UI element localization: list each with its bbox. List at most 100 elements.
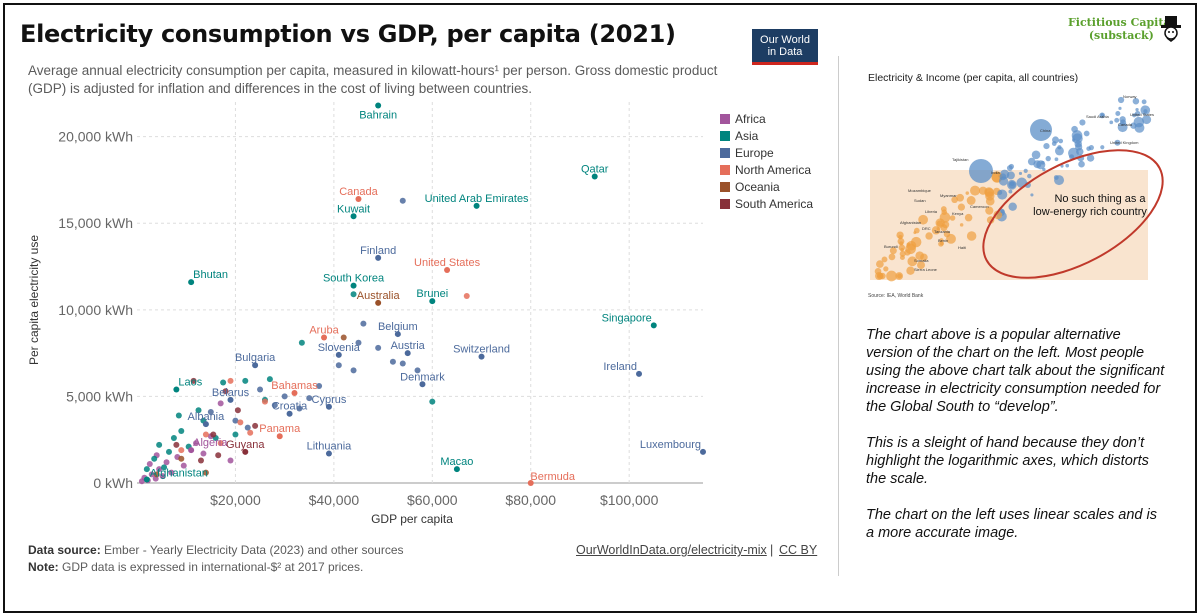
- data-point[interactable]: [350, 291, 357, 298]
- data-point-labeled[interactable]: [636, 370, 643, 377]
- data-point-labeled[interactable]: [527, 480, 534, 486]
- data-point-labeled[interactable]: [188, 447, 195, 454]
- data-point[interactable]: [271, 402, 278, 409]
- data-point-labeled[interactable]: [325, 403, 332, 410]
- legend-item[interactable]: Oceania: [720, 178, 813, 195]
- data-point[interactable]: [237, 419, 244, 426]
- legend-item[interactable]: Europe: [720, 144, 813, 161]
- data-point[interactable]: [389, 358, 396, 365]
- data-point-labeled[interactable]: [375, 102, 382, 109]
- owid-logo[interactable]: Our World in Data: [752, 29, 818, 65]
- data-point-labeled[interactable]: [394, 331, 401, 338]
- data-point[interactable]: [161, 464, 168, 471]
- data-point[interactable]: [360, 320, 367, 327]
- data-point-labeled[interactable]: [473, 202, 480, 209]
- data-point[interactable]: [197, 457, 204, 464]
- data-point-labeled[interactable]: [700, 448, 706, 455]
- data-point[interactable]: [143, 466, 150, 473]
- data-point[interactable]: [375, 344, 382, 351]
- data-point-labeled[interactable]: [419, 381, 426, 388]
- data-point-labeled[interactable]: [291, 389, 298, 396]
- data-point-labeled[interactable]: [202, 421, 209, 428]
- data-point-labeled[interactable]: [350, 282, 357, 289]
- data-point[interactable]: [257, 386, 264, 393]
- data-point[interactable]: [220, 379, 227, 386]
- data-point-labeled[interactable]: [321, 334, 328, 341]
- data-point-labeled[interactable]: [404, 350, 411, 357]
- data-point-labeled[interactable]: [453, 466, 460, 473]
- data-point[interactable]: [399, 197, 406, 204]
- data-point-labeled[interactable]: [143, 476, 150, 483]
- legend-item[interactable]: Asia: [720, 127, 813, 144]
- data-point[interactable]: [195, 407, 202, 414]
- data-point[interactable]: [281, 393, 288, 400]
- data-point-labeled[interactable]: [650, 322, 657, 329]
- data-point[interactable]: [156, 441, 163, 448]
- data-point[interactable]: [165, 448, 172, 455]
- data-point[interactable]: [175, 412, 182, 419]
- data-point-labeled[interactable]: [375, 254, 382, 261]
- data-point[interactable]: [217, 440, 224, 447]
- data-point-labeled[interactable]: [591, 173, 598, 180]
- data-point[interactable]: [178, 447, 185, 454]
- data-point[interactable]: [429, 398, 436, 405]
- data-point-labeled[interactable]: [276, 433, 283, 440]
- data-point-labeled[interactable]: [252, 362, 259, 369]
- data-point[interactable]: [173, 441, 180, 448]
- data-point[interactable]: [234, 407, 241, 414]
- data-point-labeled[interactable]: [350, 213, 357, 220]
- data-point[interactable]: [414, 367, 421, 374]
- data-point[interactable]: [463, 292, 470, 299]
- data-point-labeled[interactable]: [188, 279, 195, 286]
- data-point[interactable]: [298, 339, 305, 346]
- data-point[interactable]: [180, 462, 187, 469]
- data-point[interactable]: [163, 459, 170, 466]
- data-point[interactable]: [306, 395, 313, 402]
- data-point[interactable]: [159, 473, 166, 480]
- data-point[interactable]: [222, 388, 229, 395]
- legend-item[interactable]: Africa: [720, 110, 813, 127]
- data-point[interactable]: [252, 422, 259, 429]
- data-point[interactable]: [217, 400, 224, 407]
- data-point[interactable]: [168, 469, 175, 476]
- data-point-labeled[interactable]: [227, 396, 234, 403]
- data-point-labeled[interactable]: [286, 410, 293, 417]
- data-point[interactable]: [350, 367, 357, 374]
- data-point-labeled[interactable]: [375, 299, 382, 306]
- data-point[interactable]: [210, 431, 217, 438]
- data-point[interactable]: [242, 377, 249, 384]
- data-point[interactable]: [340, 334, 347, 341]
- data-point[interactable]: [178, 428, 185, 435]
- legend-item[interactable]: North America: [720, 161, 813, 178]
- data-point[interactable]: [355, 339, 362, 346]
- data-point[interactable]: [148, 471, 155, 478]
- data-point[interactable]: [156, 466, 163, 473]
- data-point[interactable]: [170, 434, 177, 441]
- data-point[interactable]: [261, 398, 268, 405]
- data-point-labeled[interactable]: [429, 298, 436, 305]
- data-point[interactable]: [153, 471, 160, 478]
- data-point[interactable]: [178, 455, 185, 462]
- data-point[interactable]: [244, 424, 251, 431]
- data-point[interactable]: [190, 377, 197, 384]
- data-point-labeled[interactable]: [335, 351, 342, 358]
- data-point[interactable]: [296, 405, 303, 412]
- legend-item[interactable]: South America: [720, 195, 813, 212]
- data-point[interactable]: [232, 431, 239, 438]
- data-point[interactable]: [247, 429, 254, 436]
- data-point-labeled[interactable]: [325, 450, 332, 457]
- data-point-labeled[interactable]: [242, 448, 249, 455]
- data-point[interactable]: [193, 440, 200, 447]
- data-point[interactable]: [227, 377, 234, 384]
- data-point[interactable]: [335, 362, 342, 369]
- data-point[interactable]: [202, 469, 209, 476]
- data-point[interactable]: [227, 457, 234, 464]
- data-point[interactable]: [232, 417, 239, 424]
- data-point[interactable]: [266, 376, 273, 383]
- data-point[interactable]: [146, 460, 153, 467]
- data-point-labeled[interactable]: [478, 353, 485, 360]
- data-point-labeled[interactable]: [444, 266, 451, 273]
- data-point[interactable]: [207, 408, 214, 415]
- license-link[interactable]: CC BY: [779, 543, 818, 557]
- data-point-labeled[interactable]: [355, 195, 362, 202]
